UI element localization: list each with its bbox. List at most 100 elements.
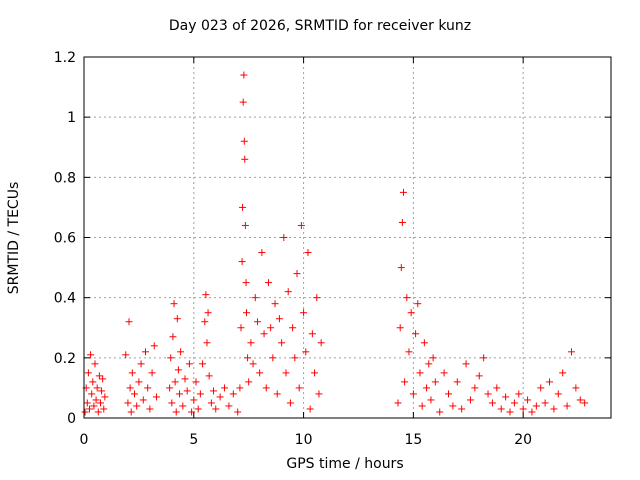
data-point [89, 378, 97, 386]
data-point [247, 339, 255, 347]
data-point [241, 221, 249, 229]
data-point [124, 399, 132, 407]
data-point [239, 203, 247, 211]
data-point [304, 249, 312, 257]
x-tick-label: 15 [404, 432, 422, 448]
data-point [401, 378, 409, 386]
data-point [423, 384, 431, 392]
data-point [131, 390, 139, 398]
data-point [418, 402, 426, 410]
data-point [282, 369, 290, 377]
data-point [203, 339, 211, 347]
data-point [93, 384, 101, 392]
data-point [546, 378, 554, 386]
data-point [458, 405, 466, 413]
data-point [306, 405, 314, 413]
data-point [420, 339, 428, 347]
data-point [278, 339, 286, 347]
data-point [98, 387, 106, 395]
data-point [166, 384, 174, 392]
data-point [83, 399, 91, 407]
data-point [256, 369, 264, 377]
data-point [251, 294, 259, 302]
data-point [225, 402, 233, 410]
data-point [141, 348, 149, 356]
x-tick-label: 0 [80, 432, 89, 448]
data-points [81, 71, 589, 416]
data-point [396, 324, 404, 332]
data-point [291, 354, 299, 362]
axis-ticks: 0 5 10 15 20 0 0.2 0.4 0.6 0.8 1 1.2 [54, 50, 611, 448]
data-point [293, 270, 301, 278]
data-point [127, 408, 135, 416]
data-point [315, 390, 323, 398]
data-point [201, 318, 209, 326]
data-point [126, 384, 134, 392]
data-point [462, 360, 470, 368]
data-point [510, 399, 518, 407]
data-point [221, 384, 229, 392]
y-tick-label: 0.6 [54, 231, 76, 247]
data-point [190, 396, 198, 404]
data-point [179, 402, 187, 410]
data-point [273, 390, 281, 398]
x-axis-label: GPS time / hours [286, 456, 404, 472]
data-point [394, 399, 402, 407]
data-point [88, 390, 96, 398]
data-point [317, 339, 325, 347]
data-point [240, 137, 248, 145]
data-point [262, 384, 270, 392]
data-point [313, 294, 321, 302]
data-point [240, 71, 248, 79]
data-point [559, 369, 567, 377]
data-point [581, 399, 589, 407]
data-point [237, 324, 245, 332]
data-point [563, 402, 571, 410]
data-point [241, 155, 249, 163]
data-point [174, 366, 182, 374]
data-point [196, 390, 204, 398]
data-point [440, 369, 448, 377]
data-point [181, 375, 189, 383]
data-point [171, 378, 179, 386]
data-point [137, 360, 145, 368]
data-point [429, 354, 437, 362]
y-tick-label: 1.2 [54, 50, 76, 66]
data-point [431, 378, 439, 386]
data-point [173, 315, 181, 323]
data-point [172, 408, 180, 416]
data-point [300, 309, 308, 317]
data-point [550, 405, 558, 413]
data-point [453, 378, 461, 386]
data-point [152, 393, 160, 401]
data-point [210, 387, 218, 395]
data-point [284, 288, 292, 296]
data-point [484, 390, 492, 398]
data-point [416, 369, 424, 377]
data-point [506, 408, 514, 416]
data-point [185, 360, 193, 368]
data-point [425, 360, 433, 368]
data-point [409, 390, 417, 398]
data-point [183, 387, 191, 395]
data-point [405, 348, 413, 356]
data-point [475, 372, 483, 380]
data-point [216, 393, 224, 401]
data-point [286, 399, 294, 407]
data-point [466, 396, 474, 404]
data-point [541, 399, 549, 407]
y-tick-label: 1 [67, 110, 76, 126]
data-point [502, 393, 510, 401]
x-tick-label: 5 [189, 432, 198, 448]
data-point [528, 408, 536, 416]
data-point [445, 390, 453, 398]
data-point [436, 408, 444, 416]
data-point [169, 333, 177, 341]
data-point [280, 234, 288, 241]
data-point [242, 309, 250, 317]
data-point [205, 372, 213, 380]
data-point [253, 318, 261, 326]
y-tick-label: 0.2 [54, 351, 76, 367]
data-point [403, 294, 411, 302]
data-point [264, 279, 272, 287]
